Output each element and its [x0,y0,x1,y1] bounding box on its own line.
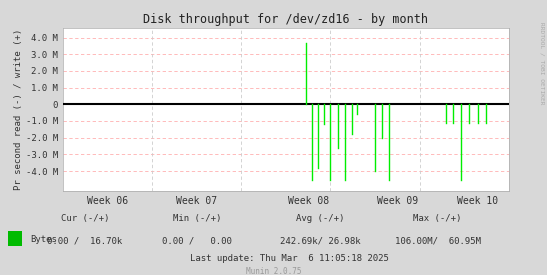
Y-axis label: Pr second read (-) / write (+): Pr second read (-) / write (+) [14,29,23,190]
Title: Disk throughput for /dev/zd16 - by month: Disk throughput for /dev/zd16 - by month [143,13,428,26]
Text: Cur (-/+): Cur (-/+) [61,214,109,223]
Text: Bytes: Bytes [30,235,57,244]
Text: Munin 2.0.75: Munin 2.0.75 [246,267,301,275]
Text: Last update: Thu Mar  6 11:05:18 2025: Last update: Thu Mar 6 11:05:18 2025 [190,254,389,263]
Text: 106.00M/  60.95M: 106.00M/ 60.95M [394,236,481,245]
Text: Min (-/+): Min (-/+) [173,214,221,223]
Text: Avg (-/+): Avg (-/+) [296,214,344,223]
Text: RRDTOOL / TOBI OETIKER: RRDTOOL / TOBI OETIKER [539,22,544,104]
Text: 0.00 /  16.70k: 0.00 / 16.70k [47,236,123,245]
Text: 0.00 /   0.00: 0.00 / 0.00 [162,236,232,245]
Text: Max (-/+): Max (-/+) [414,214,462,223]
Text: 242.69k/ 26.98k: 242.69k/ 26.98k [280,236,360,245]
